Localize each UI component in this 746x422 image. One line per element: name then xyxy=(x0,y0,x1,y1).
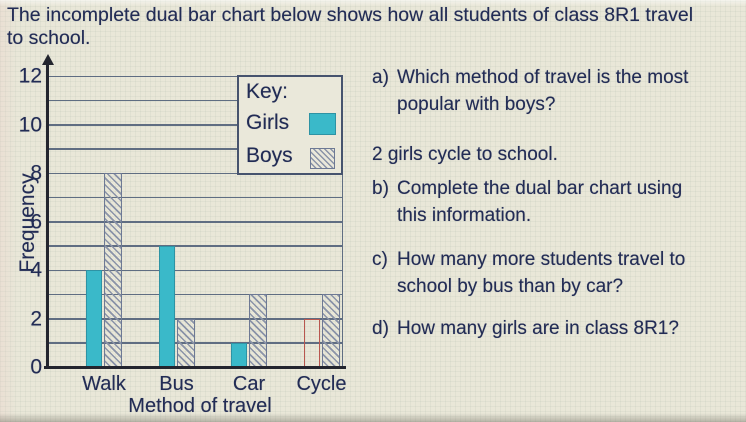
y-tick-label-4: 4 xyxy=(30,258,42,282)
gridline-8 xyxy=(48,172,342,174)
key-boys-label: Boys xyxy=(246,144,293,167)
bar-boys-cycle xyxy=(321,294,340,367)
worksheet-title: The incomplete dual bar chart below show… xyxy=(7,4,694,49)
question-c: c) How many more students travel to scho… xyxy=(372,246,738,300)
question-b: b) Complete the dual bar chart using thi… xyxy=(372,175,738,229)
question-a-text: Which method of travel is the most popul… xyxy=(397,67,689,115)
question-c-text: How many more students travel to school … xyxy=(397,249,686,297)
y-axis-tick-labels: 0 2 4 6 8 10 12 xyxy=(0,66,42,378)
gridline-10 xyxy=(48,124,342,126)
bar-boys-walk xyxy=(104,173,122,367)
x-axis-title: Method of travel xyxy=(128,395,272,417)
question-d-label: d) xyxy=(372,318,389,339)
y-tick-label-8: 8 xyxy=(30,161,42,185)
question-a: a) Which method of travel is the most po… xyxy=(372,64,738,118)
question-d-text: How many girls are in class 8R1? xyxy=(397,318,679,339)
bar-girls-car xyxy=(231,342,247,367)
y-tick-label-6: 6 xyxy=(30,210,42,233)
gridline-2 xyxy=(48,318,342,320)
gridline-3 xyxy=(48,293,342,296)
category-label-bus: Bus xyxy=(159,373,194,395)
x-axis-category-labels: Walk Bus Car Cycle xyxy=(48,373,346,397)
gridline-7 xyxy=(48,196,342,199)
note-girls-cycle: 2 girls cycle to school. xyxy=(372,144,558,165)
key-box: Key: Girls Boys xyxy=(237,75,343,175)
bar-girls-walk xyxy=(86,270,102,367)
gridline-1 xyxy=(48,342,342,344)
x-axis-line xyxy=(44,365,346,369)
key-boys-swatch xyxy=(310,148,335,169)
gridline-4 xyxy=(48,269,342,271)
question-a-label: a) xyxy=(372,67,389,88)
gridline-11 xyxy=(48,99,342,102)
y-axis-line xyxy=(46,62,49,369)
gridline-5 xyxy=(48,245,342,247)
key-girls-swatch xyxy=(309,113,336,135)
category-label-car: Car xyxy=(232,373,266,395)
gridline-9 xyxy=(48,148,342,150)
y-tick-label-0: 0 xyxy=(30,355,42,379)
question-b-label: b) xyxy=(372,178,389,199)
gridline-12 xyxy=(48,75,342,77)
question-d: d) How many girls are in class 8R1? xyxy=(372,315,738,342)
bar-boys-bus xyxy=(176,318,195,367)
key-title: Key: xyxy=(246,80,289,103)
bar-boys-car xyxy=(249,294,267,367)
y-tick-label-10: 10 xyxy=(18,113,42,136)
plot-area xyxy=(48,75,343,367)
bar-girls-cycle-pencilled-answer xyxy=(303,318,320,367)
question-b-text: Complete the dual bar chart using this i… xyxy=(397,178,683,226)
question-c-label: c) xyxy=(372,249,388,270)
bar-girls-bus xyxy=(158,245,175,367)
gridline-6 xyxy=(48,221,342,223)
category-label-walk: Walk xyxy=(82,373,126,395)
y-axis-arrow-icon xyxy=(41,54,54,65)
y-tick-label-12: 12 xyxy=(18,64,42,88)
category-label-cycle: Cycle xyxy=(296,373,347,395)
y-axis-title: Frequency xyxy=(16,173,39,273)
key-girls-label: Girls xyxy=(246,111,290,134)
y-tick-label-2: 2 xyxy=(30,307,42,330)
